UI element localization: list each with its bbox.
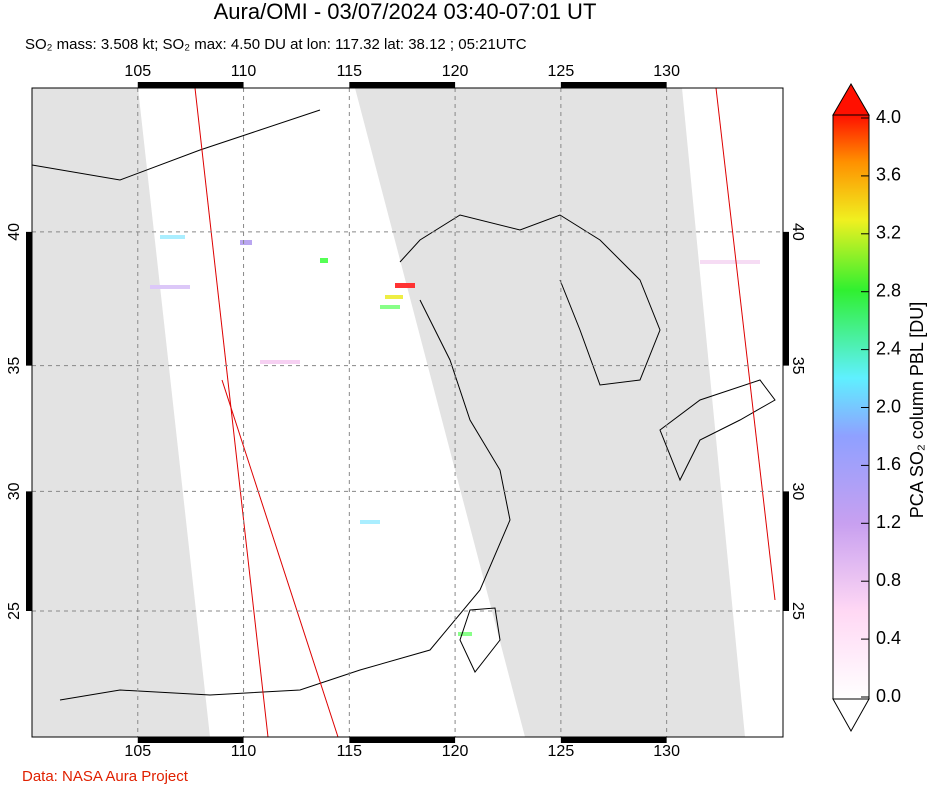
x-tick-label: 125 [548,63,575,80]
colorbar-tick-label: 3.2 [876,223,901,243]
y-tick-label: 35 [789,357,806,375]
colorbar-tick-label: 3.6 [876,165,901,185]
streak [160,235,185,239]
so2-streaks [150,235,760,636]
x-tick-label: 125 [548,743,575,760]
no-data-region [355,88,745,737]
colorbar-tick-label: 0.0 [876,686,901,706]
colorbar-tick-label: 1.6 [876,454,901,474]
y-tick-label: 40 [789,223,806,241]
colorbar-tick-label: 2.4 [876,338,901,358]
orbit-edge [194,88,269,737]
colorbar-ticks: 0.0 0.4 0.8 1.2 1.6 2.0 2.4 2.8 3.2 3.6 4.0 [861,107,901,706]
x-tick-label: 110 [231,63,257,80]
axes: 105 105 110 110 115 115 120 120 125 125 130 130 25 25… [6,63,806,760]
streak [240,240,252,245]
orbit-edge [221,379,339,737]
y-tick-label: 25 [789,602,806,620]
x-tick-label: 130 [653,743,680,760]
colorbar-over [832,83,870,116]
colorbar-label: PCA SO₂ column PBL [DU] [907,302,927,518]
y-tick-label: 25 [6,602,23,620]
x-tick-label: 115 [337,63,363,80]
x-tick-label: 120 [442,63,469,80]
x-tick-label: 105 [124,743,151,760]
streak [385,295,403,299]
streak [260,360,300,364]
map-area [32,88,783,737]
colorbar-tick-label: 4.0 [876,107,901,127]
streak [700,260,760,264]
streak [150,285,190,289]
colorbar-tick-label: 1.2 [876,512,901,532]
streak [320,258,328,263]
streak [458,632,472,636]
colorbar-tick-label: 0.4 [876,628,901,648]
subtitle: SO₂ mass: 3.508 kt; SO₂ max: 4.50 DU at … [25,36,527,53]
title: Aura/OMI - 03/07/2024 03:40-07:01 UT [214,0,597,24]
colorbar-tick-label: 2.8 [876,280,901,300]
credit: Data: NASA Aura Project [22,768,189,785]
x-tick-label: 105 [124,63,151,80]
y-tick-label: 35 [6,357,23,375]
y-tick-label: 30 [6,482,23,500]
streak [380,305,400,309]
no-data-region [32,88,210,737]
colorbar-under [832,698,870,733]
y-tick-label: 30 [789,482,806,500]
x-tick-label: 115 [337,743,363,760]
x-tick-label: 130 [653,63,680,80]
streak [395,283,415,288]
y-tick-label: 40 [6,223,23,241]
x-tick-label: 120 [442,743,469,760]
x-tick-label: 110 [231,743,257,760]
orbit-edge [715,88,776,601]
streak [360,520,380,524]
colorbar-tick-label: 2.0 [876,396,901,416]
grid [32,88,783,737]
colorbar-tick-label: 0.8 [876,570,901,590]
